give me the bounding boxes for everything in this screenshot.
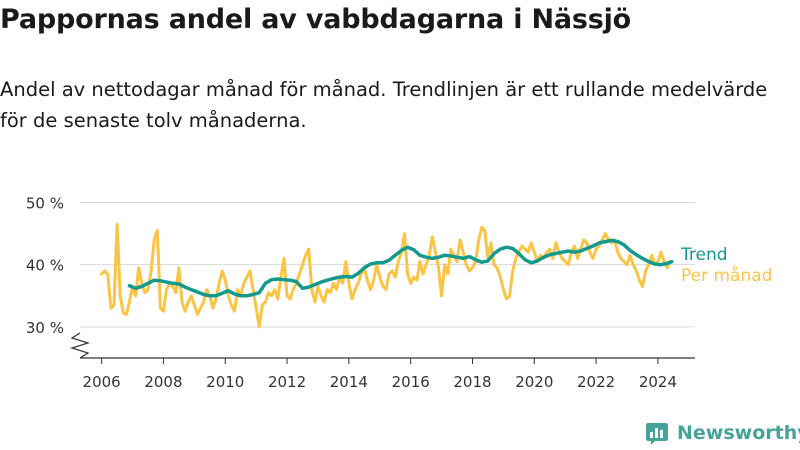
legend-trend: Trend — [680, 245, 728, 265]
axis-break-icon — [69, 332, 91, 359]
x-tick-label: 2012 — [268, 373, 306, 391]
newsworthy-logo-icon — [646, 423, 668, 445]
monthly-line — [100, 222, 672, 329]
trend-line — [127, 238, 674, 298]
gridlines — [80, 201, 695, 328]
x-tick-label: 2016 — [392, 373, 430, 391]
brand-name: Newsworthy — [677, 422, 800, 444]
x-tick-label: 2018 — [453, 373, 491, 391]
x-tick-label: 2024 — [639, 373, 677, 391]
x-tick-label: 2022 — [577, 373, 615, 391]
series-lines — [100, 222, 674, 329]
x-tick-label: 2008 — [144, 373, 182, 391]
x-tick-label: 2014 — [330, 373, 368, 391]
y-tick-label: 50 % — [26, 194, 64, 212]
x-axis-ticks: 2006 2008 2010 2012 2014 2016 2018 2020 2022 2024 — [83, 358, 677, 391]
x-tick-label: 2020 — [515, 373, 553, 391]
x-tick-label: 2006 — [83, 373, 121, 391]
chart-subtitle: Andel av nettodagar månad för månad. Tre… — [0, 78, 768, 132]
y-tick-label: 40 % — [26, 257, 64, 275]
y-tick-label: 30 % — [26, 319, 64, 337]
chart-title: Pappornas andel av vabbdagarna i Nässjö — [0, 4, 632, 35]
legend-monthly: Per månad — [681, 265, 772, 286]
newsworthy-logo: Newsworthy — [645, 421, 800, 445]
y-axis-ticks: 30 % 40 % 50 % — [26, 194, 64, 336]
x-tick-label: 2010 — [206, 373, 244, 391]
